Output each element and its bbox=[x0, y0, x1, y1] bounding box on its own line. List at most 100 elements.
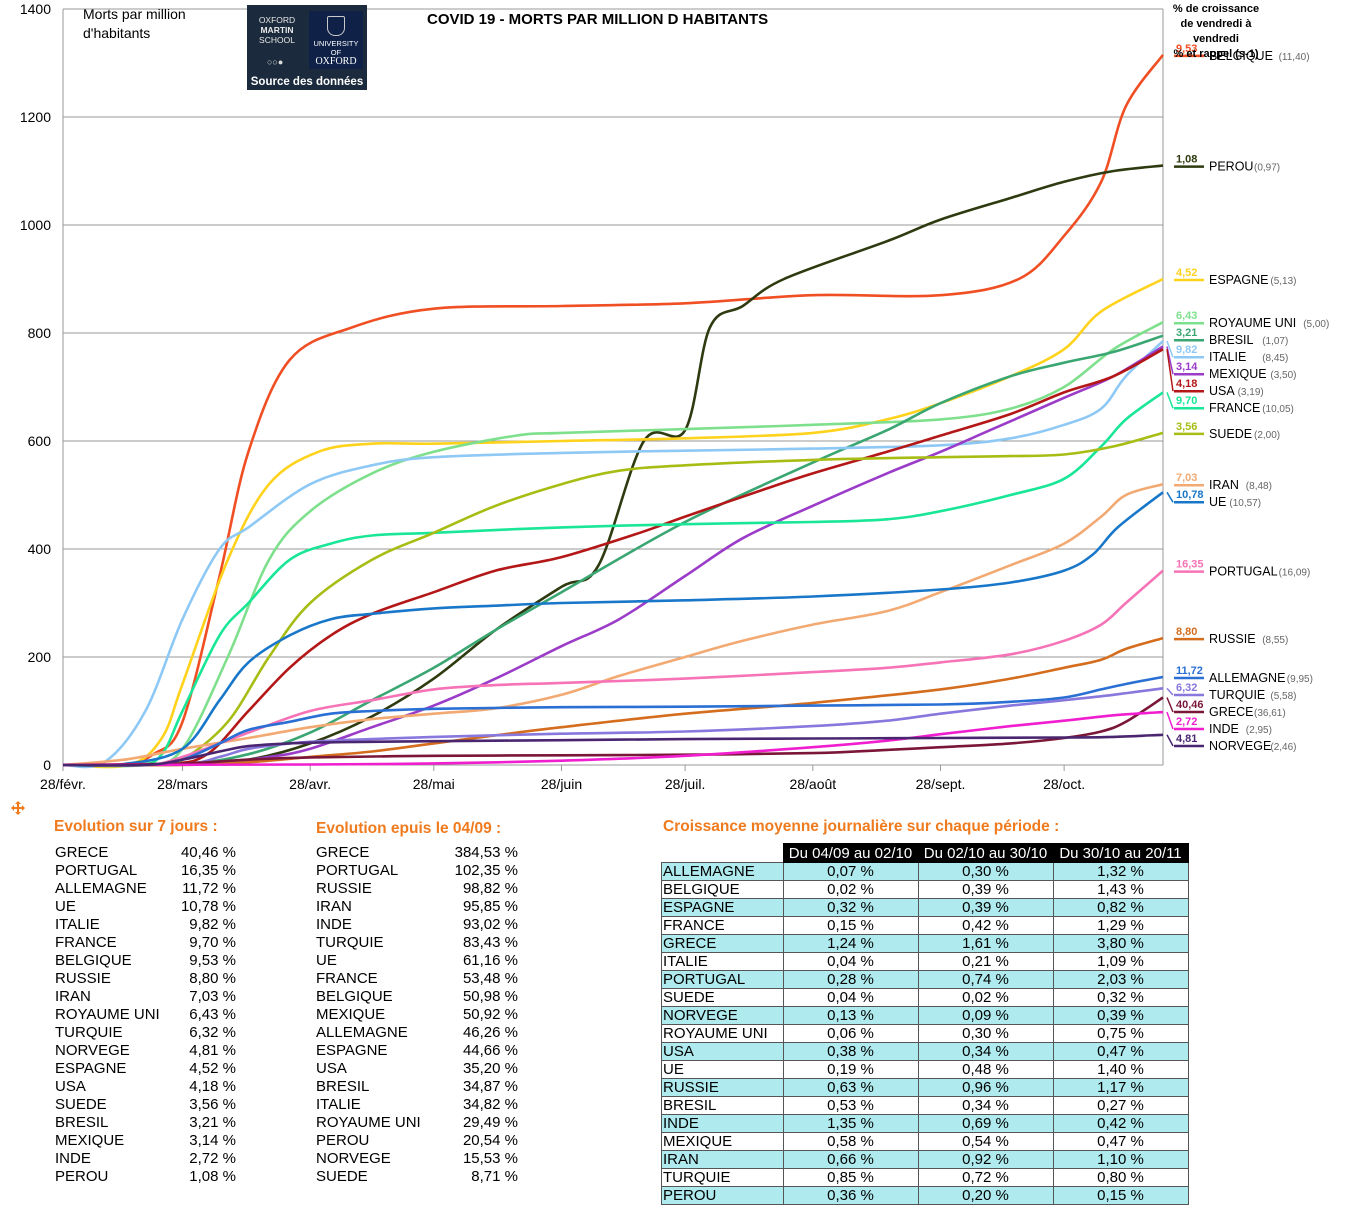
list-item-country: UE bbox=[316, 952, 337, 969]
list-item-country: TURQUIE bbox=[316, 934, 384, 951]
list-item-value: 11,72 % bbox=[182, 880, 236, 897]
deaths-line-chart: 0 200 400 600 800 1000 1200 1400 28/févr. 28/mar… bbox=[20, 1, 1329, 792]
table-cell-value: 0,75 % bbox=[1052, 1024, 1189, 1043]
end-label-growth: 16,35 bbox=[1176, 559, 1204, 571]
end-label-growth: 8,80 bbox=[1176, 626, 1197, 638]
list-item: TURQUIE 83,43 % bbox=[316, 934, 518, 952]
table-row: UE 0,19 % 0,48 % 1,40 % bbox=[661, 1060, 1189, 1079]
end-label-royaume-uni: 6,43 ROYAUME UNI (5,00) bbox=[1174, 310, 1329, 330]
source-label: Source des données bbox=[250, 76, 364, 88]
list-item-country: ESPAGNE bbox=[316, 1042, 388, 1059]
table-cell-value: 0,36 % bbox=[782, 1186, 919, 1205]
end-label-previous: (5,58) bbox=[1270, 691, 1296, 702]
x-tick-label: 28/avr. bbox=[289, 776, 331, 792]
evolution-since-list: GRECE 384,53 % PORTUGAL 102,35 % RUSSIE 98,82… bbox=[316, 844, 518, 1186]
list-item-country: ITALIE bbox=[316, 1096, 361, 1113]
table-row: BRESIL 0,53 % 0,34 % 0,27 % bbox=[661, 1096, 1189, 1115]
table-row: ROYAUME UNI 0,06 % 0,30 % 0,75 % bbox=[661, 1024, 1189, 1043]
list-item-value: 34,87 % bbox=[462, 1078, 518, 1095]
list-item-value: 6,43 % bbox=[189, 1006, 236, 1023]
table-cell-value: 0,21 % bbox=[917, 952, 1054, 971]
x-tick-label: 28/oct. bbox=[1043, 776, 1085, 792]
move-handle-icon[interactable] bbox=[10, 800, 26, 816]
end-label-growth: 10,78 bbox=[1176, 489, 1204, 501]
end-label-usa: 4,18 USA (3,19) bbox=[1166, 349, 1264, 398]
list-item: SUEDE 3,56 % bbox=[55, 1096, 236, 1114]
list-item-country: ROYAUME UNI bbox=[55, 1006, 160, 1023]
end-label-pointer bbox=[1166, 697, 1174, 713]
x-tick-label: 28/mars bbox=[157, 776, 208, 792]
list-item: ALLEMAGNE 11,72 % bbox=[55, 880, 236, 898]
evolution-7days-list: GRECE 40,46 % PORTUGAL 16,35 % ALLEMAGNE 11,7… bbox=[55, 844, 236, 1186]
end-label-italie: 9,82 ITALIE (8,45) bbox=[1166, 340, 1288, 364]
end-label-growth: 4,81 bbox=[1176, 733, 1197, 745]
list-item-value: 44,66 % bbox=[462, 1042, 518, 1059]
table-cell-country: PEROU bbox=[661, 1186, 784, 1205]
end-label-previous: (10,57) bbox=[1229, 498, 1261, 509]
list-item: ALLEMAGNE 46,26 % bbox=[316, 1024, 518, 1042]
list-item-country: NORVEGE bbox=[316, 1150, 391, 1167]
end-label-previous: (36,61) bbox=[1254, 708, 1286, 719]
table-row: PORTUGAL 0,28 % 0,74 % 2,03 % bbox=[661, 970, 1189, 989]
series-line-ue bbox=[62, 491, 1164, 767]
end-label-previous: (5,13) bbox=[1270, 276, 1296, 287]
table-cell-value: 0,42 % bbox=[917, 916, 1054, 935]
series-line-italie bbox=[62, 340, 1164, 769]
list-item-country: UE bbox=[55, 898, 76, 915]
y-tick-label: 600 bbox=[28, 433, 52, 449]
y-axis-label-line1: Morts par million bbox=[83, 6, 186, 22]
table-cell-value: 0,34 % bbox=[917, 1042, 1054, 1061]
list-item-value: 8,71 % bbox=[471, 1168, 518, 1185]
table-cell-value: 1,35 % bbox=[782, 1114, 919, 1133]
table-cell-value: 1,17 % bbox=[1052, 1078, 1189, 1097]
table-cell-value: 0,06 % bbox=[782, 1024, 919, 1043]
x-axis: 28/févr. 28/mars 28/avr. 28/mai 28/juin 28/ju… bbox=[40, 765, 1085, 792]
table-cell-value: 0,30 % bbox=[917, 1024, 1054, 1043]
list-item-country: ALLEMAGNE bbox=[55, 880, 147, 897]
end-label-name: IRAN bbox=[1209, 478, 1239, 492]
table-cell-value: 1,43 % bbox=[1052, 880, 1189, 899]
list-item-value: 8,80 % bbox=[189, 970, 236, 987]
end-label-growth: 3,56 bbox=[1176, 421, 1197, 433]
end-label-norvege: 4,81 NORVEGE (2,46) bbox=[1166, 733, 1297, 753]
end-label-pointer bbox=[1166, 349, 1174, 392]
table-cell-country: NORVEGE bbox=[661, 1006, 784, 1025]
table-cell-value: 0,96 % bbox=[917, 1078, 1054, 1097]
table-cell-value: 0,39 % bbox=[917, 880, 1054, 899]
series-line-usa bbox=[62, 348, 1164, 767]
university-of-oxford-logo: UNIVERSITY OF OXFORD bbox=[309, 11, 363, 69]
list-item-country: IRAN bbox=[316, 898, 352, 915]
list-item-value: 9,82 % bbox=[189, 916, 236, 933]
oxford-logo-source-link[interactable]: OXFORD MARTIN SCHOOL UNIVERSITY OF OXFOR… bbox=[247, 5, 367, 90]
end-label-pointer bbox=[1166, 734, 1174, 747]
table-cell-value: 0,38 % bbox=[782, 1042, 919, 1061]
table-row: GRECE 1,24 % 1,61 % 3,80 % bbox=[661, 934, 1189, 953]
table-cell-value: 0,20 % bbox=[917, 1186, 1054, 1205]
list-item-country: MEXIQUE bbox=[55, 1132, 125, 1149]
end-label-name: ITALIE bbox=[1209, 350, 1246, 364]
end-label-name: FRANCE bbox=[1209, 401, 1260, 415]
list-item: RUSSIE 98,82 % bbox=[316, 880, 518, 898]
table-cell-value: 0,19 % bbox=[782, 1060, 919, 1079]
list-item-country: USA bbox=[316, 1060, 347, 1077]
list-item-country: GRECE bbox=[55, 844, 109, 861]
table-cell-country: MEXIQUE bbox=[661, 1132, 784, 1151]
table-cell-value: 0,72 % bbox=[917, 1168, 1054, 1187]
table-row: BELGIQUE 0,02 % 0,39 % 1,43 % bbox=[661, 880, 1189, 899]
list-item-country: PORTUGAL bbox=[55, 862, 138, 879]
list-item-country: NORVEGE bbox=[55, 1042, 130, 1059]
list-item-country: PORTUGAL bbox=[316, 862, 399, 879]
list-item-value: 102,35 % bbox=[454, 862, 518, 879]
table-cell-country: ALLEMAGNE bbox=[661, 862, 784, 881]
list-item-country: FRANCE bbox=[316, 970, 378, 987]
list-item: PEROU 1,08 % bbox=[55, 1168, 236, 1186]
list-item-value: 46,26 % bbox=[462, 1024, 518, 1041]
list-item-country: ROYAUME UNI bbox=[316, 1114, 421, 1131]
list-item: BRESIL 34,87 % bbox=[316, 1078, 518, 1096]
series-line-allemagne bbox=[62, 675, 1164, 767]
list-item: ITALIE 9,82 % bbox=[55, 916, 236, 934]
table-cell-value: 0,09 % bbox=[917, 1006, 1054, 1025]
growth-note-line1: % de croissance bbox=[1172, 3, 1260, 15]
table-row: IRAN 0,66 % 0,92 % 1,10 % bbox=[661, 1150, 1189, 1169]
table-row: USA 0,38 % 0,34 % 0,47 % bbox=[661, 1042, 1189, 1061]
